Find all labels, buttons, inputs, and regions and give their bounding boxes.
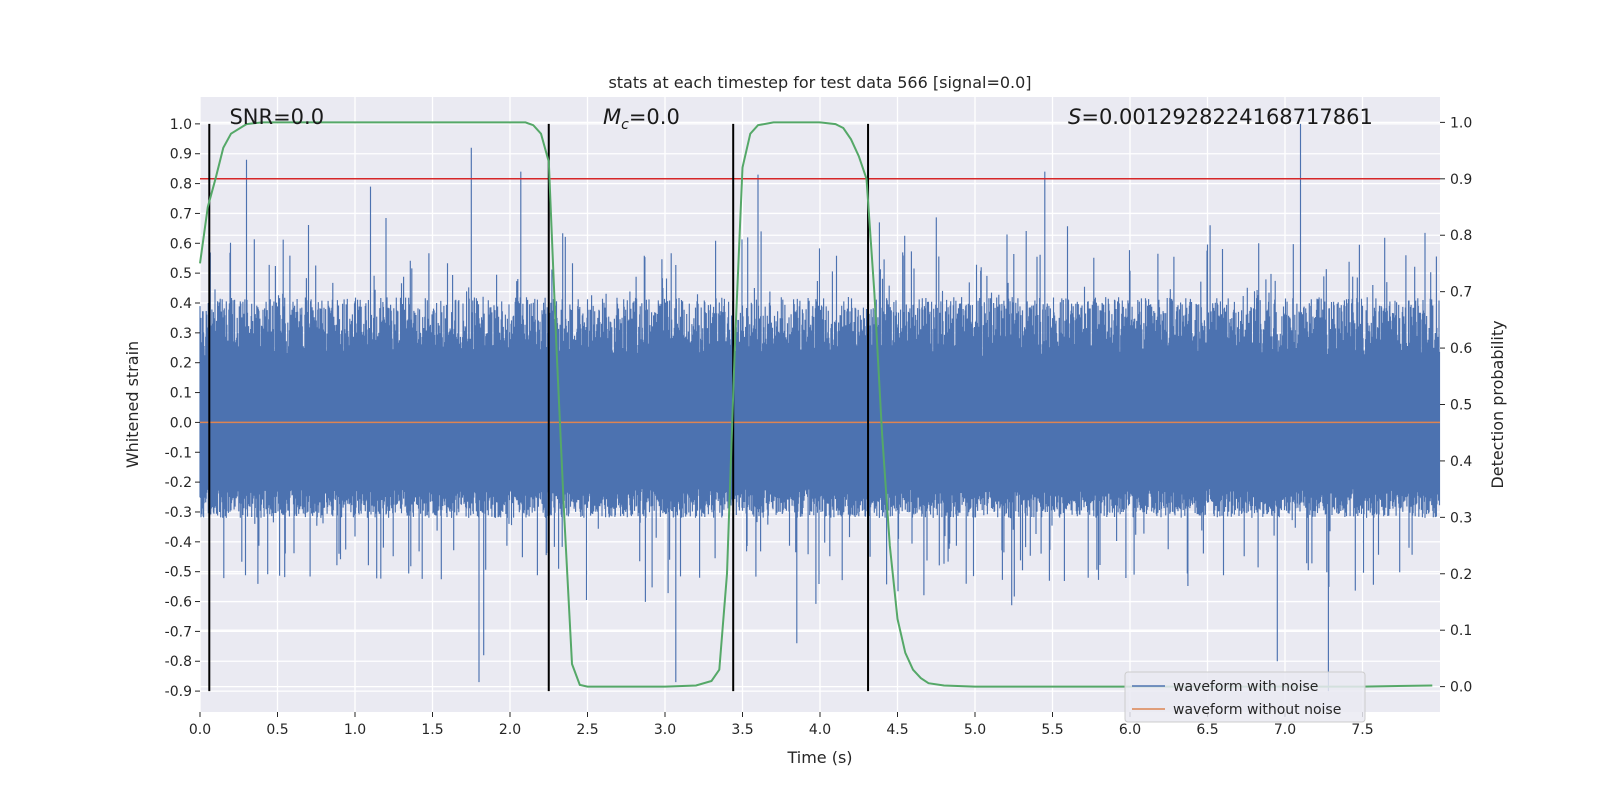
x-tick-label: 1.5 (421, 722, 443, 738)
y-tick-label: 1.0 (170, 117, 192, 133)
y-tick-label: -0.1 (165, 445, 192, 461)
legend-label-with-noise: waveform with noise (1173, 679, 1318, 695)
y-axis-ticks: 1.0 0.9 0.8 0.7 0.6 0.5 0.4 0.3 0.2 0.1 0.0 -0.1 -0.… (165, 117, 200, 700)
y2-tick-label: 0.4 (1450, 454, 1472, 470)
annotation-snr: SNR=0.0 (229, 105, 324, 129)
x-tick-label: 0.5 (266, 722, 288, 738)
x-tick-label: 4.5 (886, 722, 908, 738)
y2-tick-label: 0.0 (1450, 680, 1472, 696)
y2-tick-label: 0.3 (1450, 510, 1472, 526)
y-tick-label: -0.9 (165, 684, 192, 700)
y-tick-label: -0.2 (165, 475, 192, 491)
x-tick-label: 3.5 (731, 722, 753, 738)
annotation-s: S=0.0012928224168717861 (1068, 105, 1373, 129)
legend-box (1124, 671, 1366, 723)
x-tick-label: 7.0 (1274, 722, 1296, 738)
x-tick-label: 3.0 (654, 722, 676, 738)
x-tick-label: 5.5 (1041, 722, 1063, 738)
x-tick-label: 5.0 (964, 722, 986, 738)
legend-label-without-noise: waveform without noise (1173, 702, 1341, 718)
legend: waveform with noise waveform without noi… (1124, 671, 1366, 723)
y-tick-label: 0.7 (170, 206, 192, 222)
x-tick-label: 6.5 (1196, 722, 1218, 738)
x-tick-label: 4.0 (809, 722, 831, 738)
x-tick-label: 7.5 (1351, 722, 1373, 738)
chart-title: stats at each timestep for test data 566… (608, 73, 1031, 92)
x-axis-ticks: 0.0 0.5 1.0 1.5 2.0 2.5 3.0 3.5 4.0 4.5 5.0 5.5 6.0 6… (189, 712, 1374, 738)
y-tick-label: 0.8 (170, 177, 192, 193)
y2-tick-label: 0.8 (1450, 228, 1472, 244)
annotation-chirp-mass: Mc=0.0 (603, 105, 680, 133)
y-tick-label: -0.8 (165, 654, 192, 670)
y2-axis-ticks: 1.0 0.9 0.8 0.7 0.6 0.5 0.4 0.3 0.2 0.1 0.0 (1440, 115, 1472, 696)
y-tick-label: 0.3 (170, 326, 192, 342)
y2-tick-label: 0.2 (1450, 567, 1472, 583)
y2-tick-label: 1.0 (1450, 115, 1472, 131)
y-tick-label: 0.9 (170, 147, 192, 163)
x-tick-label: 2.5 (576, 722, 598, 738)
y-tick-label: 0.1 (170, 386, 192, 402)
y-tick-label: -0.7 (165, 624, 192, 640)
y-tick-label: -0.6 (165, 595, 192, 611)
y2-axis-label: Detection probability (1488, 320, 1507, 488)
y-axis-label: Whitened strain (123, 341, 142, 468)
x-tick-label: 2.0 (499, 722, 521, 738)
y2-tick-label: 0.7 (1450, 285, 1472, 301)
x-tick-label: 1.0 (344, 722, 366, 738)
y-tick-label: -0.5 (165, 565, 192, 581)
y-tick-label: 0.6 (170, 236, 192, 252)
y2-tick-label: 0.1 (1450, 623, 1472, 639)
y-tick-label: 0.4 (170, 296, 192, 312)
y-tick-label: 0.5 (170, 266, 192, 282)
y2-tick-label: 0.5 (1450, 398, 1472, 414)
y-tick-label: -0.3 (165, 505, 192, 521)
y-tick-label: -0.4 (165, 535, 192, 551)
y-tick-label: 0.0 (170, 415, 192, 431)
x-tick-label: 0.0 (189, 722, 211, 738)
series-detection-probability (199, 121, 1433, 688)
y2-tick-label: 0.6 (1450, 341, 1472, 357)
x-axis-label: Time (s) (786, 748, 852, 767)
x-tick-label: 6.0 (1119, 722, 1141, 738)
y-tick-label: 0.2 (170, 356, 192, 372)
y2-tick-label: 0.9 (1450, 172, 1472, 188)
